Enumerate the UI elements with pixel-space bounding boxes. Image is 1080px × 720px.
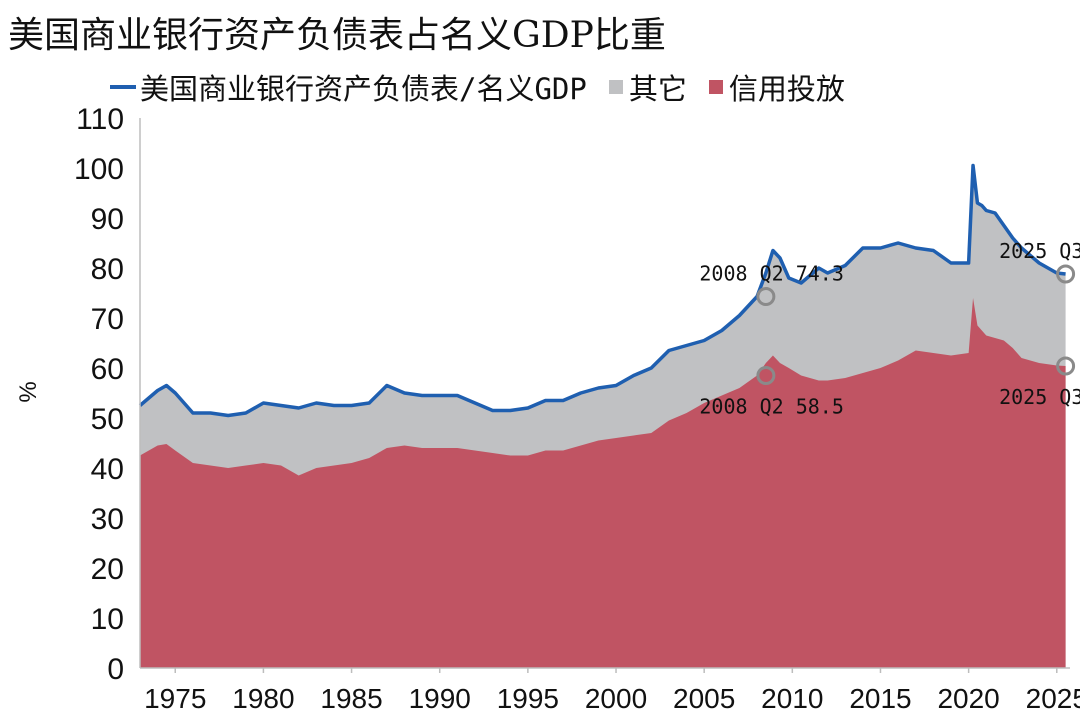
x-tick-label: 1995 [497,683,559,714]
annotation-label: 2008 Q2 58.5 [699,395,844,419]
y-tick-label: 110 [76,103,124,136]
credit-area [140,298,1066,668]
y-tick-label: 80 [91,253,124,286]
y-tick-label: 60 [91,353,124,386]
annotation-layer: 2008 Q2 74.3 2008 Q2 58.5 2025 Q3 78.8 2025… [699,239,1080,419]
y-axis-label: % [15,381,42,402]
axes-layer: 0 10 20 30 40 50 60 70 80 90 100 110 1975 1980 1985 199… [74,103,1080,714]
y-tick-label: 30 [91,503,124,536]
annotation-marker [756,366,776,385]
y-tick-label: 70 [91,303,124,336]
legend-item-credit: 信用投放 [708,66,845,108]
y-tick-label: 10 [91,603,124,636]
x-tick-label: 1975 [144,683,206,714]
legend-label-total: 美国商业银行资产负债表/名义GDP [140,72,587,106]
x-tick-label: 1985 [320,683,382,714]
annotation-marker [756,287,776,306]
legend-label-credit: 信用投放 [728,72,845,106]
x-tick-label: 2025 [1026,683,1080,714]
x-tick-label: 2000 [585,683,647,714]
annotation-marker [1056,356,1076,376]
legend-credit-swatch [708,80,723,94]
legend-other-swatch [608,80,623,94]
x-tick-label: 2015 [849,683,911,714]
x-tick-label: 1990 [409,683,471,714]
legend-item-total: 美国商业银行资产负债表/名义GDP [110,66,587,108]
legend-item-other: 其它 [608,66,687,108]
x-tick-label: 2010 [761,683,823,714]
x-tick-label: 1980 [232,683,294,714]
x-tick-label: 2005 [673,683,735,714]
y-tick-label: 40 [91,453,124,486]
total-line [138,163,1066,418]
x-tick-label: 2020 [937,683,999,714]
annotation-label: 2025 Q3 60.4 [999,385,1080,409]
y-tick-label: 0 [107,653,124,686]
y-tick-label: 50 [91,403,124,436]
chart-title: 美国商业银行资产负债表占名义GDP比重 [8,15,666,56]
legend-label-other: 其它 [628,72,687,106]
y-tick-label: 20 [91,553,124,586]
annotation-label: 2008 Q2 74.3 [699,262,844,286]
y-tick-label: 100 [74,153,124,186]
area-layer [138,163,1066,668]
legend: 美国商业银行资产负债表/名义GDP 其它 信用投放 [110,66,867,108]
legend-line-swatch [110,85,136,89]
annotation-label: 2025 Q3 78.8 [999,239,1080,263]
y-tick-label: 90 [91,203,124,236]
annotation-marker [1056,264,1076,284]
